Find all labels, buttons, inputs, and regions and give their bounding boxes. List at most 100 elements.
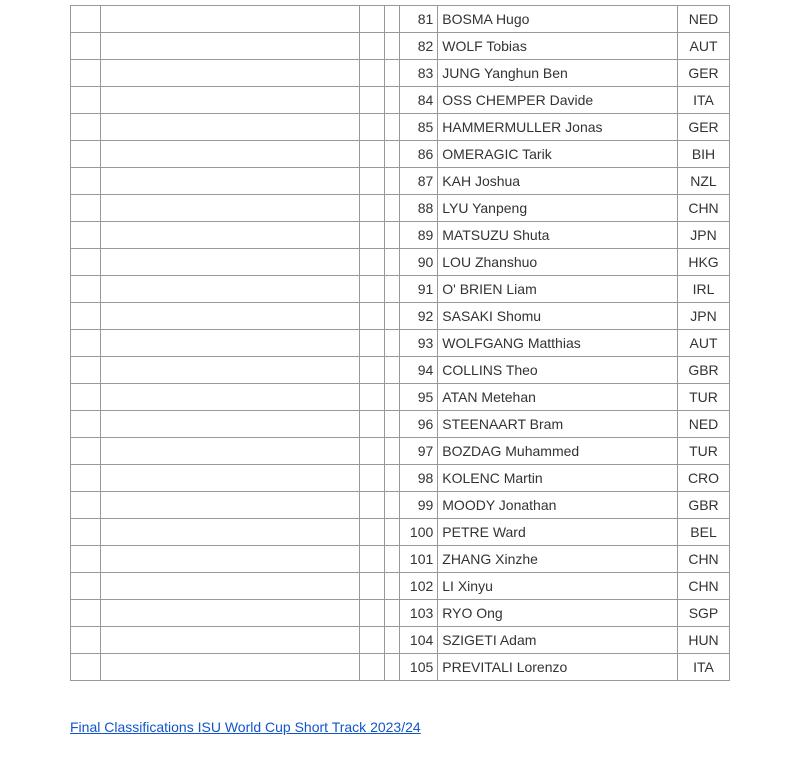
cell-empty-1 <box>71 627 101 654</box>
cell-rank: 92 <box>400 303 438 330</box>
table-row: 90LOU ZhanshuoHKG <box>71 249 730 276</box>
cell-empty-4 <box>385 141 400 168</box>
cell-empty-2 <box>100 249 359 276</box>
cell-empty-4 <box>385 276 400 303</box>
cell-empty-4 <box>385 411 400 438</box>
cell-empty-4 <box>385 222 400 249</box>
cell-empty-4 <box>385 600 400 627</box>
cell-empty-3 <box>360 60 385 87</box>
table-row: 81BOSMA HugoNED <box>71 6 730 33</box>
cell-empty-4 <box>385 654 400 681</box>
cell-name: ZHANG Xinzhe <box>438 546 678 573</box>
cell-empty-1 <box>71 141 101 168</box>
cell-empty-2 <box>100 627 359 654</box>
cell-empty-2 <box>100 303 359 330</box>
cell-country: JPN <box>678 303 730 330</box>
cell-country: AUT <box>678 33 730 60</box>
cell-country: TUR <box>678 438 730 465</box>
cell-country: BEL <box>678 519 730 546</box>
cell-rank: 103 <box>400 600 438 627</box>
cell-rank: 98 <box>400 465 438 492</box>
cell-name: STEENAART Bram <box>438 411 678 438</box>
cell-country: AUT <box>678 330 730 357</box>
table-row: 101ZHANG XinzheCHN <box>71 546 730 573</box>
cell-empty-3 <box>360 465 385 492</box>
cell-empty-1 <box>71 222 101 249</box>
cell-empty-2 <box>100 384 359 411</box>
cell-empty-2 <box>100 600 359 627</box>
cell-name: MATSUZU Shuta <box>438 222 678 249</box>
cell-empty-4 <box>385 546 400 573</box>
cell-name: ATAN Metehan <box>438 384 678 411</box>
cell-empty-3 <box>360 519 385 546</box>
cell-empty-4 <box>385 438 400 465</box>
cell-empty-3 <box>360 276 385 303</box>
cell-country: NED <box>678 411 730 438</box>
cell-country: HKG <box>678 249 730 276</box>
table-row: 102LI XinyuCHN <box>71 573 730 600</box>
cell-empty-2 <box>100 168 359 195</box>
cell-country: IRL <box>678 276 730 303</box>
rankings-tbody: 81BOSMA HugoNED82WOLF TobiasAUT83JUNG Ya… <box>71 6 730 681</box>
cell-country: TUR <box>678 384 730 411</box>
cell-rank: 85 <box>400 114 438 141</box>
table-row: 104SZIGETI AdamHUN <box>71 627 730 654</box>
cell-name: OMERAGIC Tarik <box>438 141 678 168</box>
cell-name: KAH Joshua <box>438 168 678 195</box>
cell-rank: 105 <box>400 654 438 681</box>
cell-empty-4 <box>385 33 400 60</box>
cell-name: OSS CHEMPER Davide <box>438 87 678 114</box>
cell-rank: 97 <box>400 438 438 465</box>
table-row: 95ATAN MetehanTUR <box>71 384 730 411</box>
table-row: 93WOLFGANG MatthiasAUT <box>71 330 730 357</box>
cell-name: COLLINS Theo <box>438 357 678 384</box>
cell-empty-4 <box>385 168 400 195</box>
cell-name: O' BRIEN Liam <box>438 276 678 303</box>
cell-empty-3 <box>360 168 385 195</box>
cell-empty-1 <box>71 384 101 411</box>
cell-name: SZIGETI Adam <box>438 627 678 654</box>
cell-name: PREVITALI Lorenzo <box>438 654 678 681</box>
cell-country: NED <box>678 6 730 33</box>
cell-empty-1 <box>71 33 101 60</box>
cell-country: BIH <box>678 141 730 168</box>
cell-empty-4 <box>385 249 400 276</box>
cell-empty-2 <box>100 60 359 87</box>
cell-rank: 90 <box>400 249 438 276</box>
cell-empty-2 <box>100 438 359 465</box>
cell-country: ITA <box>678 87 730 114</box>
cell-country: GER <box>678 60 730 87</box>
cell-empty-4 <box>385 519 400 546</box>
footer-link-container: Final Classifications ISU World Cup Shor… <box>70 719 800 737</box>
cell-empty-3 <box>360 627 385 654</box>
cell-empty-4 <box>385 6 400 33</box>
cell-empty-1 <box>71 573 101 600</box>
classifications-link[interactable]: Final Classifications ISU World Cup Shor… <box>70 719 421 735</box>
cell-empty-2 <box>100 33 359 60</box>
table-row: 84OSS CHEMPER DavideITA <box>71 87 730 114</box>
cell-country: ITA <box>678 654 730 681</box>
table-row: 86OMERAGIC TarikBIH <box>71 141 730 168</box>
cell-country: HUN <box>678 627 730 654</box>
cell-empty-1 <box>71 492 101 519</box>
cell-empty-4 <box>385 330 400 357</box>
cell-rank: 83 <box>400 60 438 87</box>
cell-empty-4 <box>385 465 400 492</box>
cell-empty-3 <box>360 6 385 33</box>
cell-empty-4 <box>385 303 400 330</box>
cell-empty-2 <box>100 573 359 600</box>
cell-empty-3 <box>360 141 385 168</box>
cell-empty-3 <box>360 87 385 114</box>
table-row: 91O' BRIEN LiamIRL <box>71 276 730 303</box>
cell-rank: 82 <box>400 33 438 60</box>
cell-empty-4 <box>385 492 400 519</box>
cell-empty-2 <box>100 492 359 519</box>
cell-country: CHN <box>678 546 730 573</box>
cell-empty-2 <box>100 114 359 141</box>
cell-empty-3 <box>360 384 385 411</box>
cell-name: KOLENC Martin <box>438 465 678 492</box>
cell-empty-3 <box>360 654 385 681</box>
table-row: 96STEENAART BramNED <box>71 411 730 438</box>
cell-country: CRO <box>678 465 730 492</box>
cell-empty-3 <box>360 249 385 276</box>
